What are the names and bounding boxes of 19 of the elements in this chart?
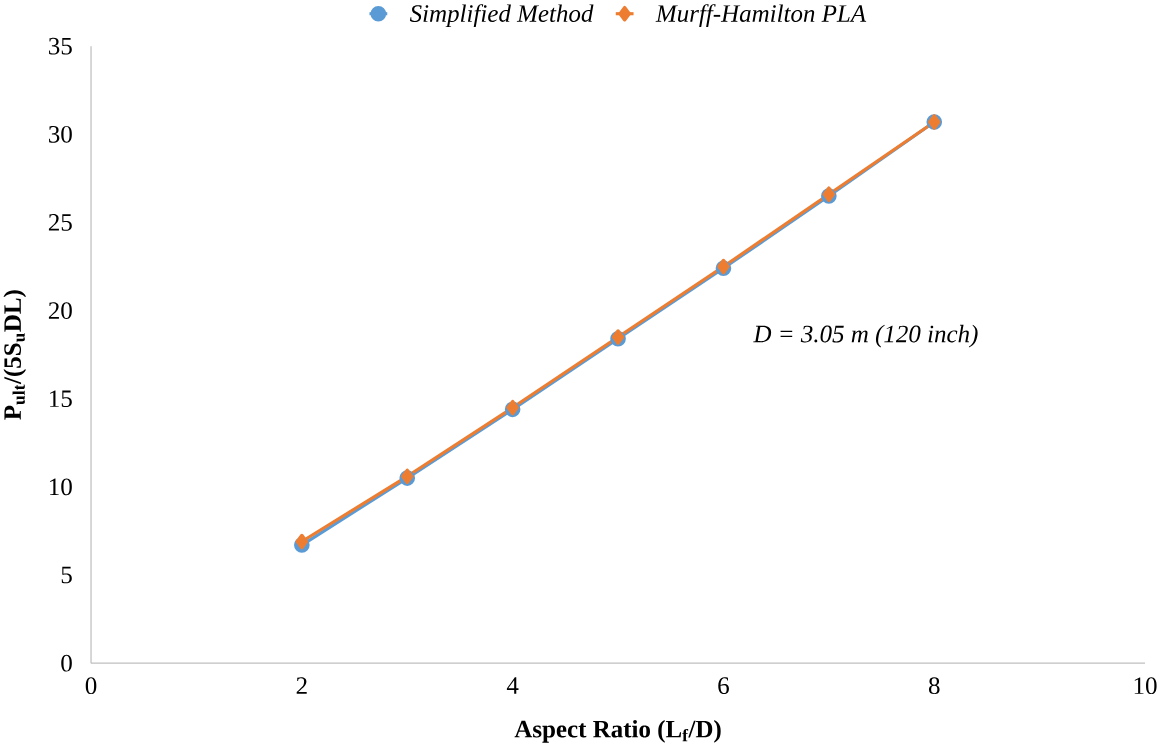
x-tick-label: 8 bbox=[928, 677, 940, 695]
x-axis-title: Aspect Ratio (L$_{f}$/D) bbox=[514, 719, 721, 743]
y-tick-label: 35 bbox=[49, 37, 72, 55]
y-tick-label: 25 bbox=[48, 214, 72, 231]
x-tick-label: 0 bbox=[85, 677, 97, 695]
y-tick-label: 30 bbox=[49, 125, 72, 143]
annotation: D = 3.05 m (120 inch) bbox=[753, 324, 978, 348]
x-tick-label: 4 bbox=[506, 677, 519, 694]
x-tick-label: 10 bbox=[1134, 677, 1157, 695]
x-tick-label: 6 bbox=[718, 677, 729, 694]
y-tick-label: 15 bbox=[50, 390, 72, 408]
legend-label: Murff-Hamilton PLA bbox=[655, 4, 867, 28]
y-tick-label: 10 bbox=[50, 478, 72, 496]
y-tick-label: 20 bbox=[48, 302, 72, 319]
y-tick-label: 5 bbox=[61, 566, 72, 584]
y-axis-title: P$_{ult}$/(5S$_{u}$DL) bbox=[3, 290, 27, 420]
legend-label: Simplified Method bbox=[409, 4, 594, 28]
x-tick-label: 2 bbox=[296, 677, 307, 694]
y-tick-label: 0 bbox=[61, 654, 72, 672]
